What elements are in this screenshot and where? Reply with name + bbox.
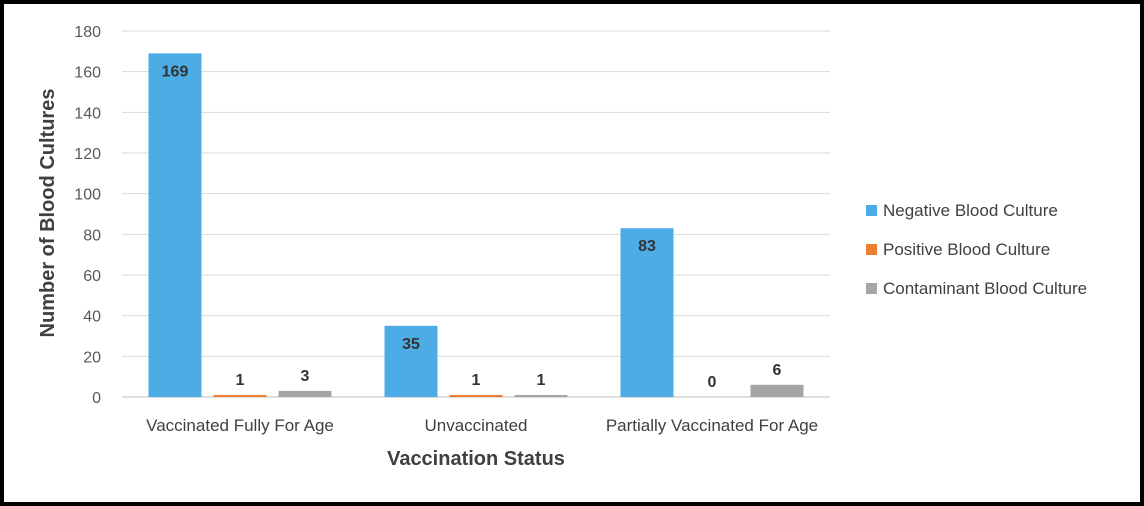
bar-positive-blood-culture xyxy=(213,394,267,397)
y-tick-label: 100 xyxy=(74,187,101,204)
y-tick-label: 40 xyxy=(83,309,101,326)
y-tick-label: 180 xyxy=(74,24,101,41)
data-label: 1 xyxy=(236,372,245,389)
gridlines xyxy=(122,30,830,398)
data-label: 35 xyxy=(402,336,420,353)
y-tick-label: 120 xyxy=(74,146,101,163)
x-axis-title: Vaccination Status xyxy=(387,448,565,470)
legend-swatch xyxy=(866,205,877,216)
y-tick-label: 60 xyxy=(83,268,101,285)
bar-contaminant-blood-culture xyxy=(514,394,568,397)
y-tick-label: 80 xyxy=(83,227,101,244)
x-category-label: Vaccinated Fully For Age xyxy=(146,416,334,435)
y-axis-title: Number of Blood Cultures xyxy=(37,89,59,338)
data-label: 6 xyxy=(773,362,782,379)
bar-negative-blood-culture xyxy=(620,228,674,397)
bar-contaminant-blood-culture xyxy=(750,384,804,397)
legend-swatch xyxy=(866,283,877,294)
data-label: 1 xyxy=(472,372,481,389)
x-category-label: Partially Vaccinated For Age xyxy=(606,416,818,435)
y-axis-ticks: 0 20 40 60 80 100 120 140 160 180 xyxy=(74,24,101,407)
y-tick-label: 140 xyxy=(74,105,101,122)
legend-swatch xyxy=(866,244,877,255)
bar-negative-blood-culture xyxy=(384,325,438,397)
data-label: 83 xyxy=(638,238,656,255)
legend-label: Positive Blood Culture xyxy=(883,240,1050,259)
y-tick-label: 160 xyxy=(74,65,101,82)
bar-contaminant-blood-culture xyxy=(278,390,332,397)
bar-positive-blood-culture xyxy=(449,394,503,397)
data-label: 3 xyxy=(301,368,310,385)
legend-label: Negative Blood Culture xyxy=(883,201,1058,220)
data-label: 169 xyxy=(162,63,189,80)
y-tick-label: 20 xyxy=(83,349,101,366)
bar-negative-blood-culture xyxy=(148,53,202,397)
x-category-label: Unvaccinated xyxy=(424,416,527,435)
legend: Negative Blood Culture Positive Blood Cul… xyxy=(866,201,1087,298)
bars xyxy=(148,53,804,397)
data-label: 1 xyxy=(537,372,546,389)
x-axis-categories: Vaccinated Fully For Age Unvaccinated Part… xyxy=(146,416,818,435)
y-tick-label: 0 xyxy=(92,390,101,407)
data-labels: 169 1 3 35 1 1 83 0 6 xyxy=(162,63,782,391)
data-label: 0 xyxy=(708,374,717,391)
legend-label: Contaminant Blood Culture xyxy=(883,279,1087,298)
